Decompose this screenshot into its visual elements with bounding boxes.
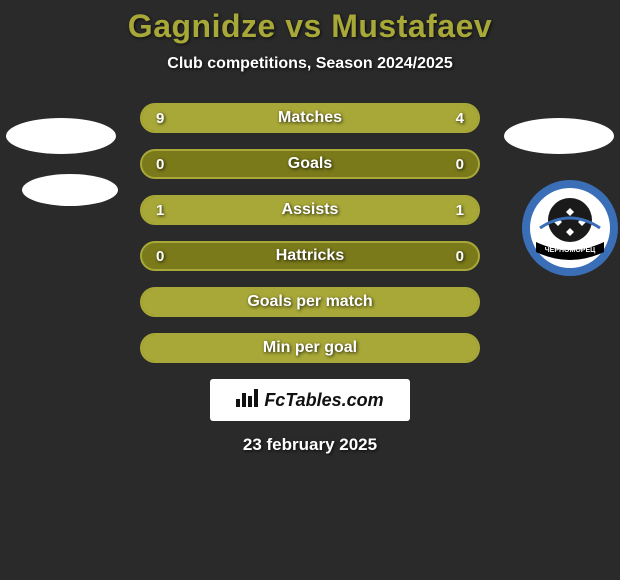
stat-row: 0 0Hattricks xyxy=(140,241,480,271)
stat-fill-left xyxy=(142,289,478,315)
page-title: Gagnidze vs Mustafaev xyxy=(0,8,620,45)
stat-row: Min per goal xyxy=(140,333,480,363)
stat-right-value: 0 xyxy=(456,243,464,269)
stat-left-value: 1 xyxy=(156,197,164,223)
left-player-badge-ellipse-2 xyxy=(22,174,118,206)
club-crest-icon: ЧЕРНОМОРЕЦ xyxy=(520,178,620,278)
svg-text:ЧЕРНОМОРЕЦ: ЧЕРНОМОРЕЦ xyxy=(545,247,596,254)
right-player-badge-ellipse xyxy=(504,118,614,154)
stat-row: 94Matches xyxy=(140,103,480,133)
stat-fill-left xyxy=(142,335,478,361)
stat-right-value: 4 xyxy=(456,105,464,131)
stat-row: 11Assists xyxy=(140,195,480,225)
stat-left-value: 0 xyxy=(156,151,164,177)
footer-date: 23 february 2025 xyxy=(0,435,620,455)
stat-right-value: 1 xyxy=(456,197,464,223)
bars-icon xyxy=(236,389,258,412)
stat-label: Goals xyxy=(142,151,478,177)
stat-left-value: 9 xyxy=(156,105,164,131)
stat-right-value: 0 xyxy=(456,151,464,177)
stat-fill-left xyxy=(142,197,310,223)
stat-label: Hattricks xyxy=(142,243,478,269)
left-player-badge-ellipse-1 xyxy=(6,118,116,154)
stat-fill-right xyxy=(310,197,478,223)
stat-left-value: 0 xyxy=(156,243,164,269)
brand-text: FcTables.com xyxy=(264,390,383,411)
stat-row: 0 0Goals xyxy=(140,149,480,179)
stat-row: Goals per match xyxy=(140,287,480,317)
page-subtitle: Club competitions, Season 2024/2025 xyxy=(0,55,620,73)
stat-fill-left xyxy=(142,105,374,131)
brand-badge: FcTables.com xyxy=(210,379,410,421)
